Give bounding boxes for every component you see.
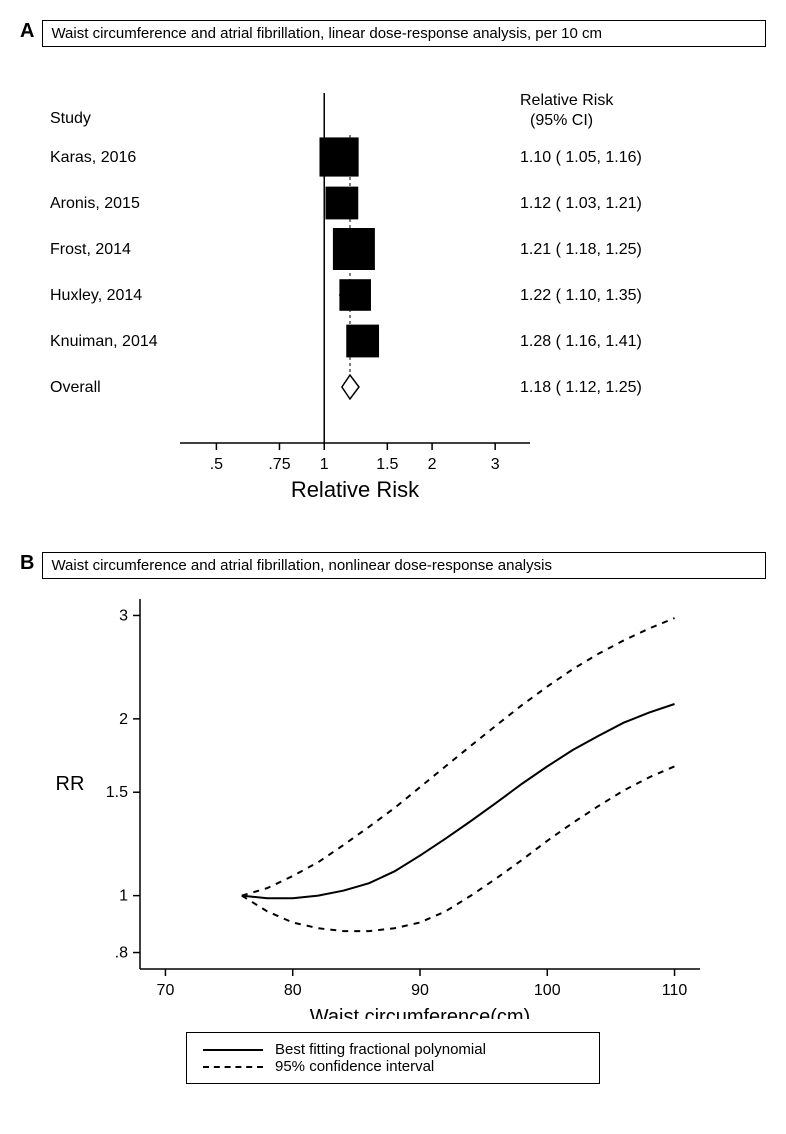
dose-response-plot: .8 1 1.5 2 3 RR 70 80 90 100 110 Waist circumferenc… — [20, 579, 766, 1024]
svg-text:1: 1 — [119, 888, 128, 905]
legend-solid: Best fitting fractional polynomial — [203, 1041, 583, 1058]
panel-b-title: Waist circumference and atrial fibrillat… — [42, 552, 766, 579]
svg-text:1.10 ( 1.05, 1.16): 1.10 ( 1.05, 1.16) — [520, 149, 642, 166]
svg-text:(95% CI): (95% CI) — [530, 112, 593, 129]
panel-a: A Waist circumference and atrial fibrill… — [20, 20, 766, 522]
legend-dashed-line — [203, 1066, 263, 1068]
panel-b-label: B — [20, 552, 34, 575]
panel-a-title: Waist circumference and atrial fibrillat… — [42, 20, 766, 47]
svg-text:RR: RR — [56, 773, 85, 795]
svg-text:90: 90 — [411, 982, 429, 999]
svg-text:1: 1 — [320, 456, 329, 473]
svg-text:1.28 ( 1.16, 1.41): 1.28 ( 1.16, 1.41) — [520, 333, 642, 350]
svg-text:2: 2 — [428, 456, 437, 473]
svg-text:1.5: 1.5 — [376, 456, 398, 473]
svg-text:110: 110 — [662, 982, 688, 999]
svg-text:2: 2 — [119, 711, 128, 728]
svg-text:Huxley, 2014: Huxley, 2014 — [50, 287, 142, 304]
svg-text:70: 70 — [157, 982, 175, 999]
legend-box: Best fitting fractional polynomial 95% c… — [186, 1032, 600, 1084]
svg-text:Aronis, 2015: Aronis, 2015 — [50, 195, 140, 212]
svg-text:Waist circumference(cm): Waist circumference(cm) — [310, 1006, 530, 1019]
panel-b-header: B Waist circumference and atrial fibrill… — [20, 552, 766, 579]
svg-text:Knuiman, 2014: Knuiman, 2014 — [50, 333, 158, 350]
panel-b: B Waist circumference and atrial fibrill… — [20, 552, 766, 1084]
svg-text:3: 3 — [119, 607, 128, 624]
panel-a-header: A Waist circumference and atrial fibrill… — [20, 20, 766, 47]
legend-dashed-label: 95% confidence interval — [275, 1058, 434, 1075]
svg-text:.75: .75 — [268, 456, 290, 473]
forest-plot: Study Relative Risk (95% CI) Karas, 2016 1.1… — [20, 47, 766, 522]
svg-text:Overall: Overall — [50, 379, 101, 396]
svg-text:Karas, 2016: Karas, 2016 — [50, 149, 136, 166]
svg-text:80: 80 — [284, 982, 302, 999]
svg-text:Relative Risk: Relative Risk — [520, 92, 614, 109]
svg-text:1.22 ( 1.10, 1.35): 1.22 ( 1.10, 1.35) — [520, 287, 642, 304]
svg-text:.5: .5 — [210, 456, 223, 473]
svg-text:Frost, 2014: Frost, 2014 — [50, 241, 131, 258]
svg-text:1.5: 1.5 — [106, 784, 128, 801]
panel-a-label: A — [20, 20, 34, 43]
svg-text:100: 100 — [534, 982, 561, 999]
svg-text:.8: .8 — [115, 945, 128, 962]
svg-text:Study: Study — [50, 110, 91, 127]
svg-text:Relative Risk: Relative Risk — [291, 477, 420, 502]
legend-solid-line — [203, 1049, 263, 1051]
legend-dashed: 95% confidence interval — [203, 1058, 583, 1075]
legend-solid-label: Best fitting fractional polynomial — [275, 1041, 486, 1058]
svg-text:1.18 ( 1.12, 1.25): 1.18 ( 1.12, 1.25) — [520, 379, 642, 396]
svg-text:1.21 ( 1.18, 1.25): 1.21 ( 1.18, 1.25) — [520, 241, 642, 258]
svg-text:3: 3 — [491, 456, 500, 473]
svg-text:1.12 ( 1.03, 1.21): 1.12 ( 1.03, 1.21) — [520, 195, 642, 212]
